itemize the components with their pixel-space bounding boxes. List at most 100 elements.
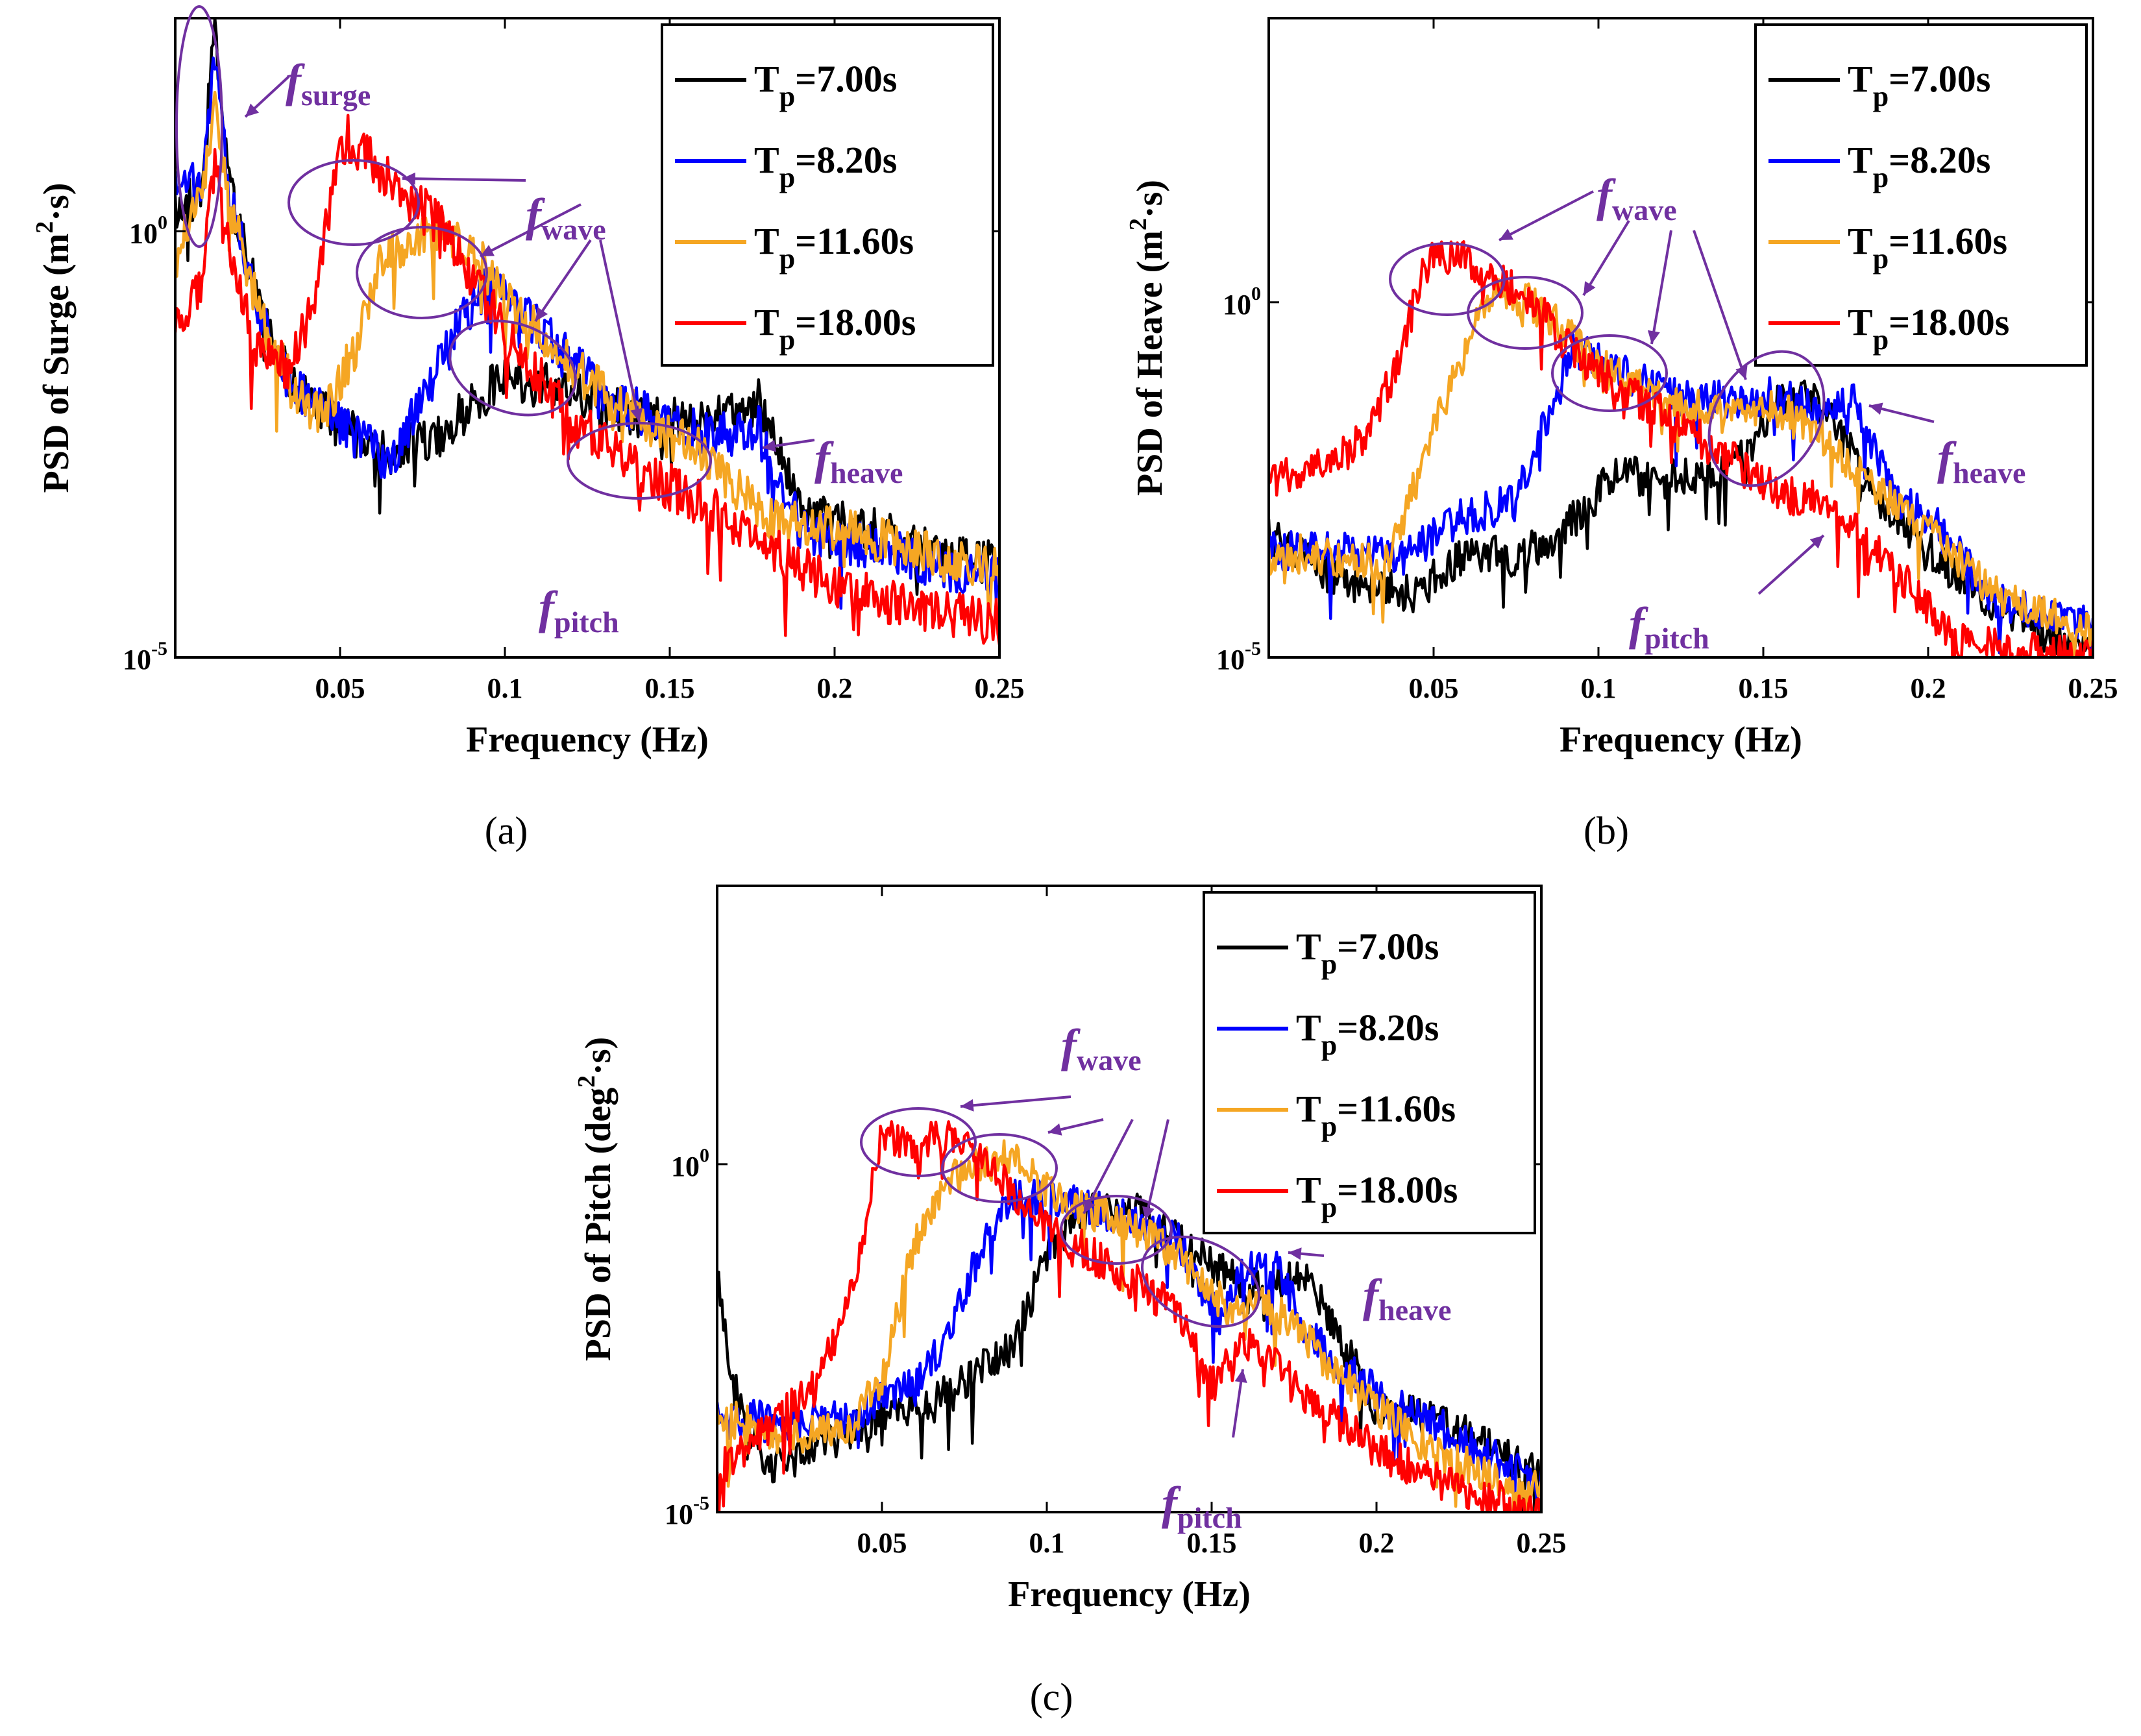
annotation-ellipse — [1389, 242, 1506, 316]
series-line — [175, 90, 999, 620]
legend-label: Tp=11.60s — [1296, 1088, 1456, 1142]
legend: Tp=7.00s Tp=8.20s Tp=11.60s Tp=18.00s — [661, 23, 994, 367]
y-axis-label: PSD of Pitch (deg2·s) — [573, 1037, 618, 1362]
annotation-arrowhead — [1048, 1123, 1062, 1136]
annotation-label: fpitch — [539, 581, 619, 639]
annotation-ellipse — [288, 159, 420, 246]
annotation-ellipse — [175, 5, 223, 248]
annotation-arrow — [534, 239, 592, 323]
annotation-label: fpitch — [1629, 598, 1709, 655]
legend: Tp=7.00s Tp=8.20s Tp=11.60s Tp=18.00s — [1203, 891, 1536, 1234]
y-tick-label: 100 — [129, 212, 167, 249]
x-axis-label: Frequency (Hz) — [1560, 720, 1802, 760]
annotation-ellipse — [860, 1107, 977, 1177]
panel-caption: (c) — [1030, 1676, 1073, 1718]
plot-area — [175, 18, 999, 645]
annotation-arrow — [960, 1095, 1071, 1108]
annotations: fsurge fwave fheave fpitch — [175, 5, 903, 639]
annotation-arrow — [1499, 190, 1594, 241]
annotation-arrowhead — [763, 439, 777, 452]
annotation-arrowhead — [960, 1099, 974, 1112]
annotation-ellipse — [1467, 276, 1584, 350]
x-tick-label: 0.15 — [1739, 672, 1789, 704]
plot-area — [717, 1120, 1541, 1512]
legend-label: Tp=8.20s — [754, 139, 897, 193]
y-tick-label: 10-5 — [123, 638, 167, 676]
x-tick-label: 0.15 — [645, 672, 695, 704]
legend-label: Tp=11.60s — [1848, 220, 2007, 275]
annotation-ellipse — [1141, 1235, 1260, 1328]
annotation-ellipse — [448, 319, 577, 417]
annotations: fwave fheave fpitch — [1389, 169, 2025, 655]
legend-label: Tp=7.00s — [1296, 925, 1439, 980]
annotation-ellipse — [1707, 350, 1826, 487]
x-tick-label: 0.2 — [817, 672, 853, 704]
panel-a: 0.05 0.1 0.15 0.2 0.25 100 10-5 Frequency (Hz) P… — [31, 5, 1025, 852]
series-line — [1269, 240, 2093, 657]
x-tick-label: 0.25 — [2068, 672, 2118, 704]
x-axis-label: Frequency (Hz) — [466, 720, 709, 760]
legend-label: Tp=18.00s — [1848, 301, 2009, 356]
x-tick-label: 0.2 — [1359, 1527, 1395, 1559]
legend-label: Tp=8.20s — [1296, 1007, 1439, 1061]
annotation-label: fheave — [1937, 432, 2025, 489]
annotation-arrow — [402, 177, 526, 182]
annotation-arrowhead — [1584, 281, 1596, 295]
axes-box — [1267, 17, 2094, 659]
series-line — [1269, 379, 2093, 657]
annotation-arrowhead — [1647, 330, 1660, 344]
y-tick-label: 10-5 — [665, 1493, 709, 1530]
annotation-label: fwave — [1597, 169, 1677, 226]
annotation-arrowhead — [1288, 1247, 1302, 1260]
x-tick-label: 0.1 — [1581, 672, 1617, 704]
annotation-arrow — [599, 239, 641, 422]
y-tick-label: 10-5 — [1216, 638, 1261, 676]
x-tick-label: 0.25 — [1517, 1527, 1567, 1559]
annotation-arrow — [1582, 219, 1630, 297]
legend-label: Tp=7.00s — [1848, 58, 1990, 112]
annotation-arrowhead — [630, 408, 643, 422]
legend-label: Tp=11.60s — [754, 220, 914, 275]
annotation-arrow — [480, 203, 581, 258]
x-tick-label: 0.25 — [975, 672, 1025, 704]
annotation-arrowhead — [402, 172, 415, 185]
series-line — [1269, 278, 2093, 657]
axes-box — [716, 885, 1543, 1513]
legend-box — [1754, 23, 2088, 367]
annotation-arrow — [1144, 1119, 1169, 1221]
legend-label: Tp=18.00s — [1296, 1169, 1458, 1223]
y-tick-label: 100 — [1223, 283, 1261, 321]
y-axis-label: PSD of Heave (m2·s) — [1125, 180, 1170, 496]
x-tick-label: 0.05 — [857, 1527, 907, 1559]
annotation-ellipse — [941, 1133, 1058, 1203]
annotation-arrowhead — [480, 245, 495, 256]
panel-caption: (b) — [1584, 809, 1629, 852]
series-line — [717, 1120, 1541, 1512]
annotation-ellipse — [1551, 334, 1668, 412]
panel-c: 0.05 0.1 0.15 0.2 0.25 100 10-5 Frequency (Hz) P… — [573, 885, 1567, 1718]
annotation-arrow — [1693, 230, 1747, 380]
x-tick-label: 0.2 — [1911, 672, 1946, 704]
annotation-arrowhead — [1809, 535, 1824, 549]
x-axis-label: Frequency (Hz) — [1008, 1574, 1251, 1615]
legend-label: Tp=8.20s — [1848, 139, 1990, 193]
panel-b: 0.05 0.1 0.15 0.2 0.25 100 10-5 Frequency (Hz) P… — [1125, 17, 2118, 852]
annotation-label: fheave — [1363, 1269, 1451, 1326]
y-tick-label: 100 — [671, 1145, 709, 1182]
annotation-arrow — [1650, 230, 1672, 345]
series-line — [175, 56, 999, 610]
annotation-label: fwave — [1061, 1020, 1142, 1077]
annotation-arrowhead — [1869, 402, 1883, 415]
legend-label: Tp=7.00s — [754, 58, 897, 112]
plot-area — [1269, 240, 2093, 657]
annotation-arrowhead — [1234, 1369, 1247, 1383]
series-line — [175, 114, 999, 645]
x-tick-label: 0.05 — [315, 672, 365, 704]
x-tick-label: 0.05 — [1409, 672, 1459, 704]
panel-caption: (a) — [485, 809, 528, 852]
x-tick-label: 0.1 — [487, 672, 523, 704]
legend: Tp=7.00s Tp=8.20s Tp=11.60s Tp=18.00s — [1754, 23, 2088, 367]
annotation-arrow — [1083, 1119, 1134, 1214]
annotation-arrowhead — [1499, 228, 1513, 240]
